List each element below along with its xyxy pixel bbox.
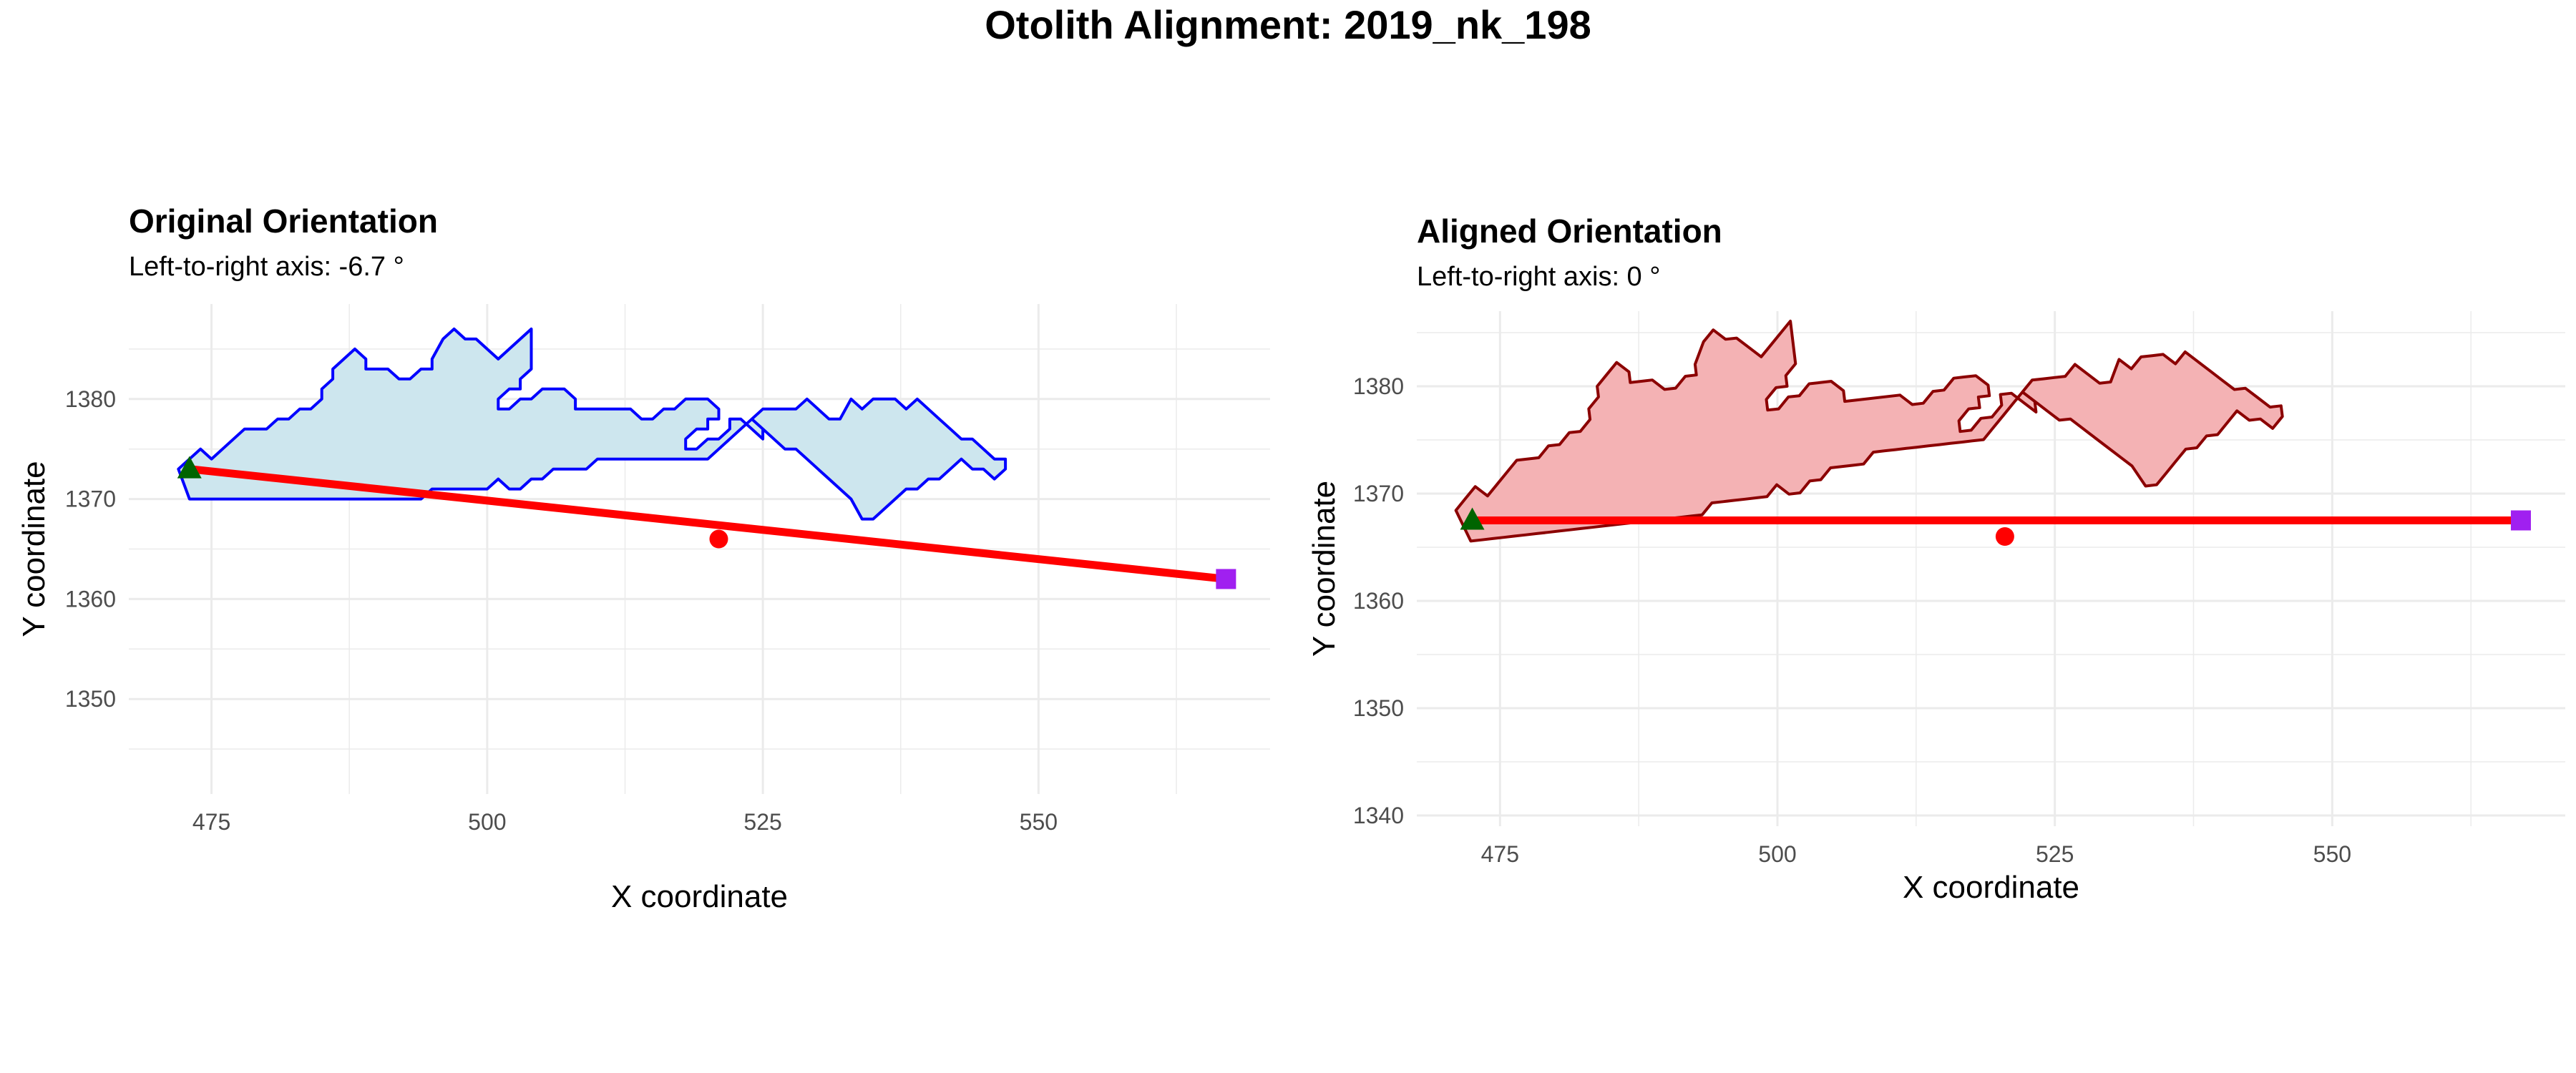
centroid-point [1995, 527, 2014, 546]
y-axis-label: Y coordinate [1307, 481, 1342, 657]
x-tick-label: 475 [192, 809, 230, 835]
x-tick-label: 550 [1020, 809, 1058, 835]
left-end-marker [177, 456, 202, 479]
y-tick-label: 1340 [1353, 803, 1404, 828]
panel-title-original: Original Orientation [129, 202, 438, 240]
y-tick-label: 1370 [1353, 481, 1404, 506]
x-tick-label: 550 [2313, 841, 2351, 867]
panel-subtitle-aligned: Left-to-right axis: 0 ° [1417, 262, 1661, 292]
panel-aligned: 475 500 525 550 1340 1350 1360 1370 1380 X coordi… [1307, 311, 2565, 905]
otolith-outline [177, 327, 1008, 521]
x-tick-label: 525 [743, 809, 781, 835]
x-axis-label: X coordinate [1903, 870, 2079, 905]
x-axis-label: X coordinate [611, 879, 788, 914]
y-tick-label: 1380 [65, 386, 116, 412]
right-end-marker [1216, 569, 1236, 589]
centroid-point [709, 529, 728, 549]
left-to-right-axis-line [189, 465, 1226, 583]
y-axis-label: Y coordinate [16, 461, 52, 637]
y-tick-label: 1350 [65, 686, 116, 712]
y-tick-label: 1370 [65, 486, 116, 512]
x-tick-label: 500 [468, 809, 506, 835]
page-title: Otolith Alignment: 2019_nk_198 [985, 2, 1591, 47]
panel-original: 475 500 525 550 1350 1360 1370 1380 X coordinate… [16, 304, 1270, 914]
x-tick-label: 500 [1758, 841, 1796, 867]
left-end-marker [1460, 507, 1485, 530]
y-tick-label: 1350 [1353, 695, 1404, 721]
panel-title-aligned: Aligned Orientation [1417, 212, 1722, 250]
y-tick-label: 1360 [65, 586, 116, 612]
x-tick-label: 525 [2036, 841, 2074, 867]
right-end-marker [2510, 510, 2531, 531]
x-tick-label: 475 [1481, 841, 1519, 867]
y-tick-label: 1380 [1353, 373, 1404, 399]
otolith-outline [1454, 319, 2284, 543]
panel-subtitle-original: Left-to-right axis: -6.7 ° [129, 252, 404, 282]
y-tick-label: 1360 [1353, 588, 1404, 614]
